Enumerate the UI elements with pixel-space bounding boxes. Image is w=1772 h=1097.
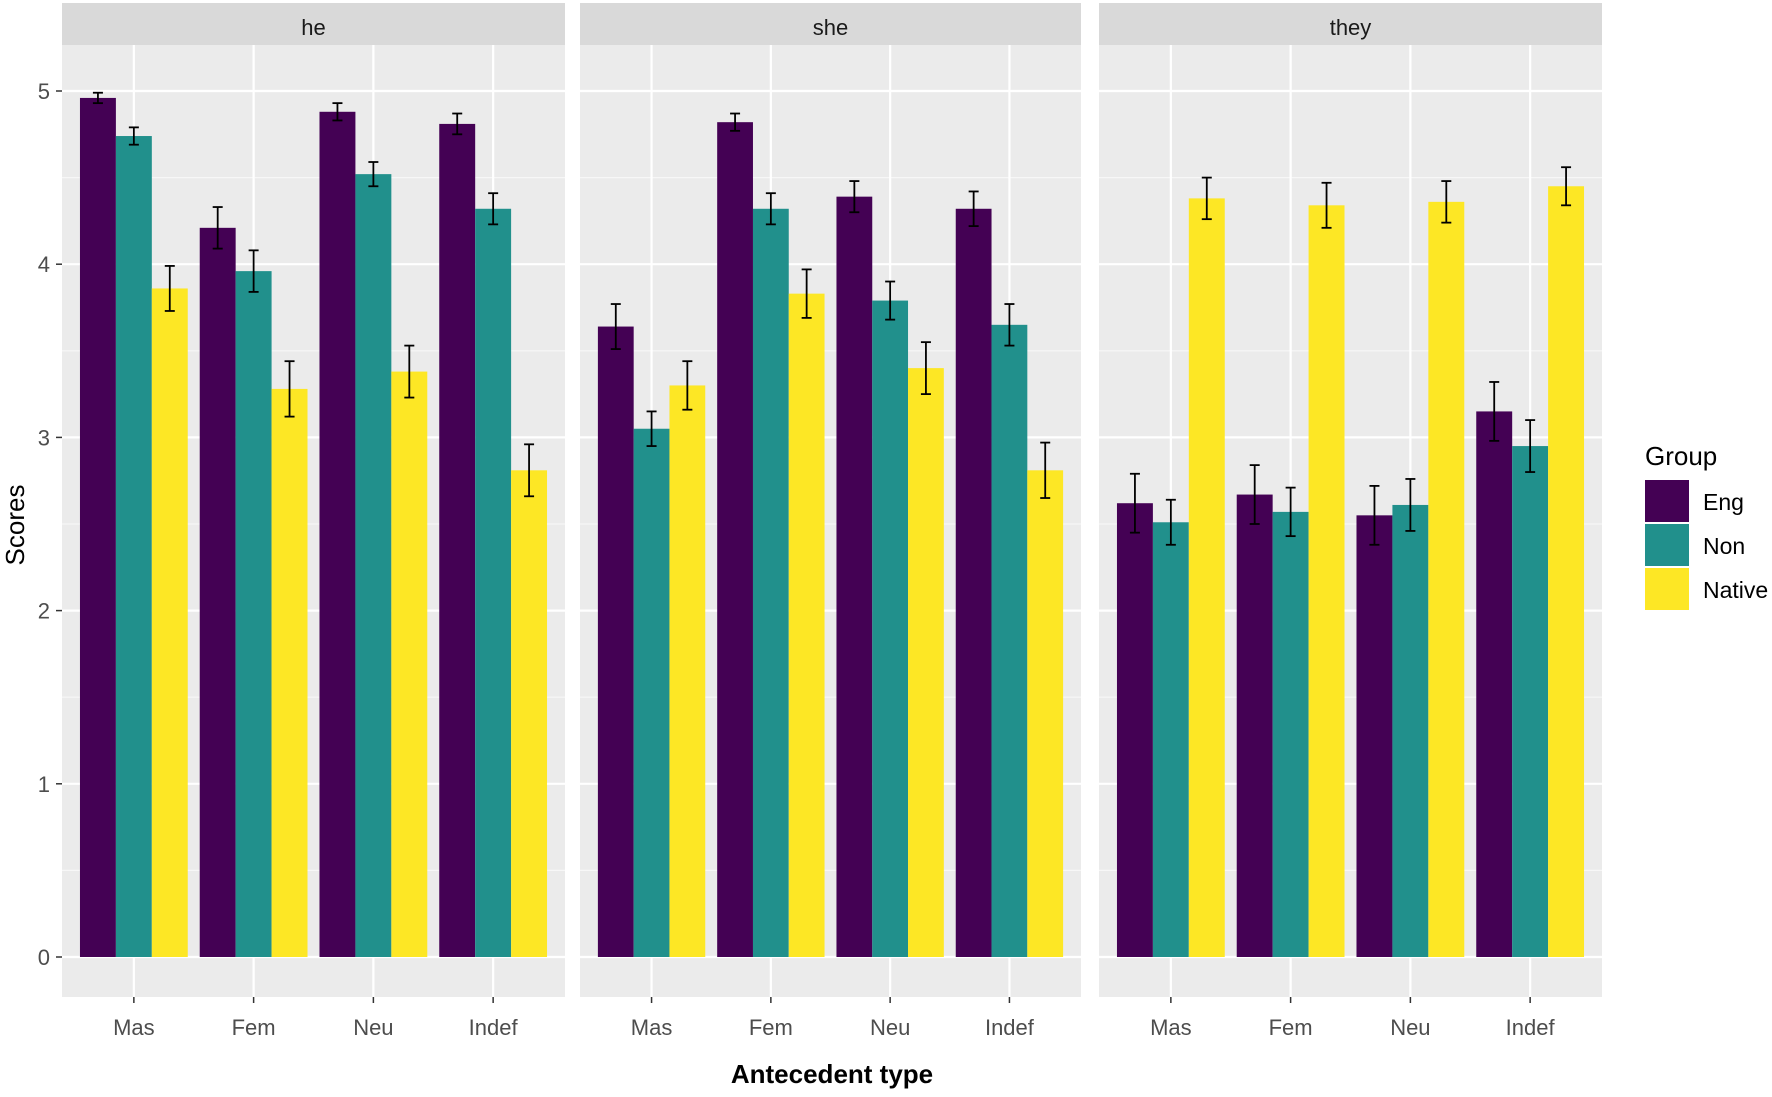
- legend-swatch-eng: [1645, 480, 1689, 522]
- bar-eng: [717, 122, 753, 957]
- facet-label: he: [301, 15, 325, 40]
- y-tick-label: 2: [38, 599, 50, 624]
- bar-non: [1392, 504, 1429, 957]
- bar-non: [1272, 511, 1309, 957]
- bar-native: [908, 368, 944, 957]
- x-tick-label: Neu: [870, 1015, 910, 1040]
- bar-non: [475, 208, 512, 957]
- bar-eng: [199, 227, 236, 957]
- x-tick-label: Neu: [353, 1015, 393, 1040]
- x-axis-title: Antecedent type: [731, 1059, 933, 1089]
- legend-swatch-native: [1645, 568, 1689, 610]
- legend-label: Non: [1703, 533, 1745, 559]
- legend-title: Group: [1645, 441, 1717, 471]
- bar-eng: [1116, 503, 1153, 957]
- facet-label: they: [1330, 15, 1372, 40]
- bar-non: [355, 174, 392, 958]
- bar-non: [872, 300, 909, 957]
- bar-eng: [1356, 515, 1393, 957]
- x-tick-label: Mas: [631, 1015, 673, 1040]
- y-tick-label: 5: [38, 79, 50, 104]
- facet-strip: [62, 3, 565, 45]
- y-tick-label: 0: [38, 945, 50, 970]
- facet-strip: [580, 3, 1081, 45]
- bar-non: [1512, 446, 1549, 957]
- x-tick-label: Fem: [749, 1015, 793, 1040]
- bar-native: [788, 293, 825, 957]
- legend-swatch-non: [1645, 524, 1689, 566]
- x-tick-label: Neu: [1390, 1015, 1430, 1040]
- bar-eng: [597, 326, 634, 957]
- bar-eng: [1476, 411, 1513, 957]
- x-tick-label: Indef: [1506, 1015, 1556, 1040]
- y-tick-label: 4: [38, 252, 50, 277]
- x-tick-label: Indef: [469, 1015, 519, 1040]
- bar-native: [669, 385, 706, 957]
- bar-non: [115, 136, 152, 958]
- bar-native: [271, 388, 308, 957]
- bar-non: [633, 428, 670, 957]
- x-tick-label: Fem: [1269, 1015, 1313, 1040]
- bar-non: [1152, 522, 1189, 957]
- legend-label: Eng: [1703, 489, 1744, 515]
- x-tick-label: Indef: [985, 1015, 1035, 1040]
- bar-eng: [79, 97, 116, 958]
- bar-native: [391, 371, 428, 958]
- y-axis-title: Scores: [0, 485, 30, 566]
- legend-label: Native: [1703, 577, 1768, 603]
- bar-native: [151, 288, 188, 957]
- y-tick-label: 1: [38, 772, 50, 797]
- x-tick-label: Fem: [232, 1015, 276, 1040]
- bar-native: [1027, 470, 1064, 957]
- facet-strip: [1099, 3, 1602, 45]
- x-tick-label: Mas: [113, 1015, 155, 1040]
- y-tick-label: 3: [38, 425, 50, 450]
- bar-eng: [1236, 494, 1273, 957]
- bar-native: [1428, 201, 1465, 957]
- bar-native: [1308, 205, 1345, 957]
- bar-non: [991, 324, 1028, 957]
- bar-eng: [439, 123, 476, 957]
- bar-eng: [836, 196, 873, 958]
- bar-native: [511, 470, 548, 957]
- bar-native: [1188, 198, 1225, 957]
- x-tick-label: Mas: [1150, 1015, 1192, 1040]
- bar-eng: [319, 111, 356, 957]
- bar-non: [235, 271, 272, 957]
- facet-label: she: [813, 15, 848, 40]
- bar-native: [1548, 186, 1585, 957]
- bar-non: [752, 208, 789, 957]
- bar-eng: [955, 208, 992, 957]
